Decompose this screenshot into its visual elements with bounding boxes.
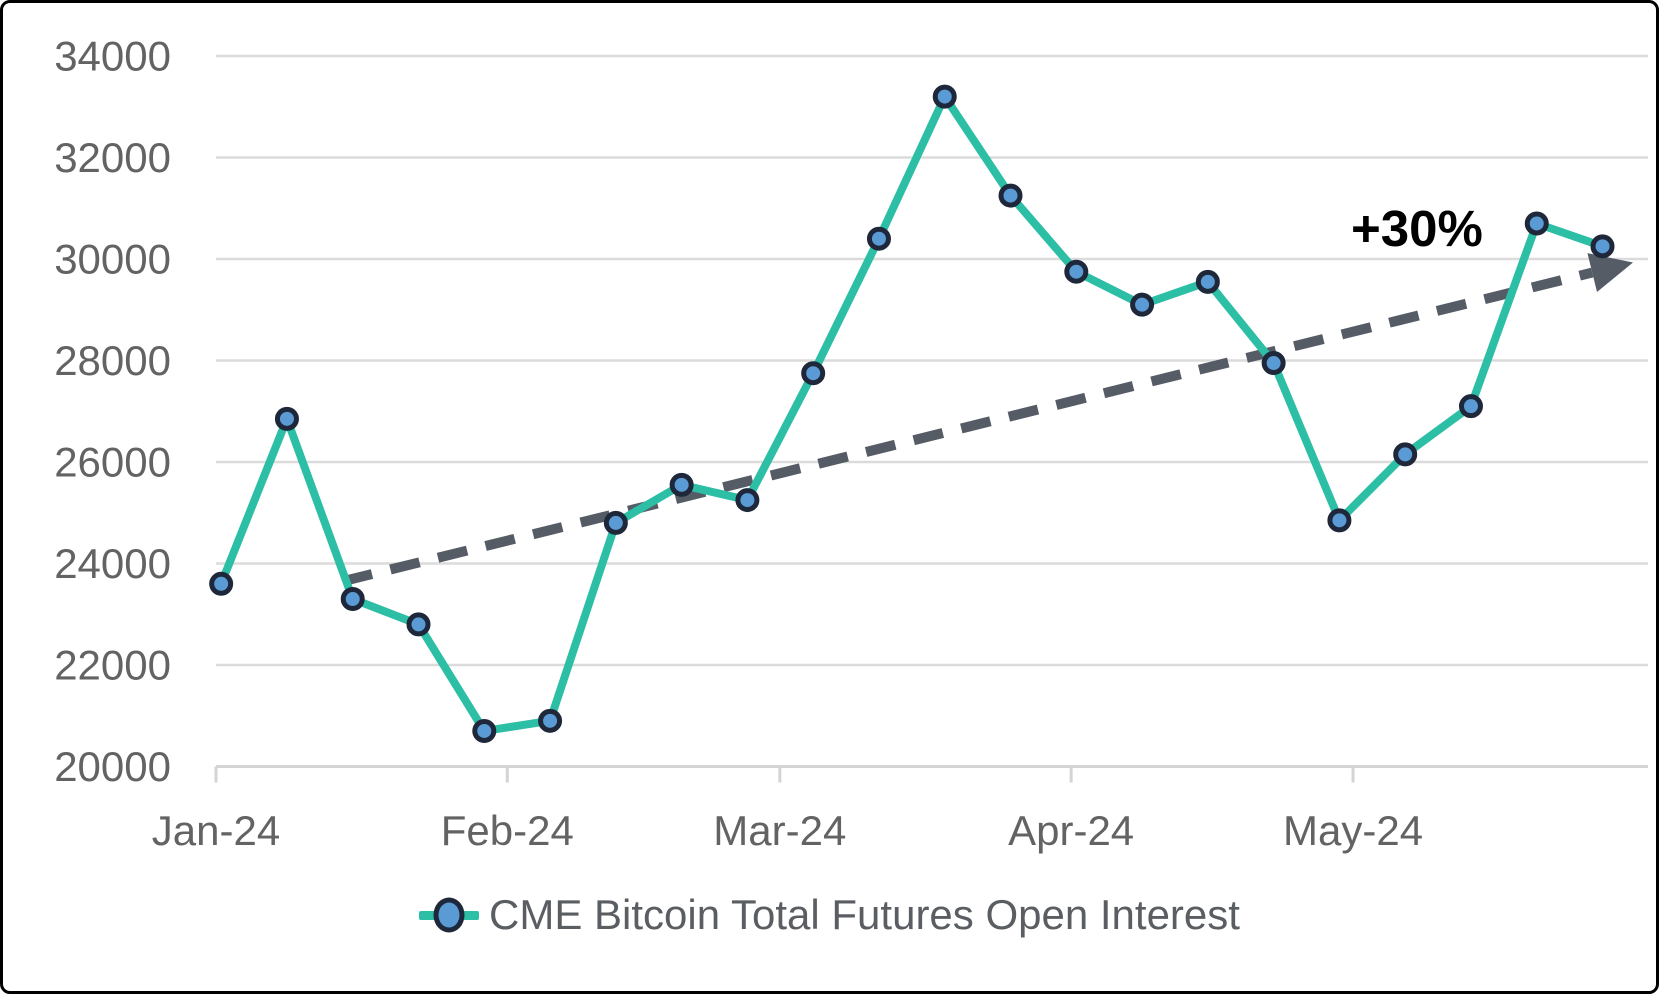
data-point-marker[interactable]: [406, 612, 431, 637]
y-tick-label: 34000: [54, 33, 171, 80]
data-point-marker[interactable]: [1524, 211, 1549, 236]
y-tick-label: 20000: [54, 743, 171, 790]
data-point-marker[interactable]: [669, 472, 694, 497]
data-point-marker[interactable]: [801, 361, 826, 386]
data-point-marker[interactable]: [274, 406, 299, 431]
x-tick-label: Feb-24: [441, 807, 574, 854]
data-point-marker[interactable]: [538, 708, 563, 733]
data-point-marker[interactable]: [1130, 292, 1155, 317]
line-chart-plot: 34000 32000 30000 28000 26000 24000 22000 20000…: [54, 33, 1648, 854]
y-tick-label: 30000: [54, 236, 171, 283]
data-point-marker[interactable]: [1261, 351, 1286, 376]
data-point-marker[interactable]: [472, 718, 497, 743]
trend-annotation: +30%: [1351, 200, 1483, 257]
trend-dashed-line: [341, 267, 1594, 587]
legend-marker-icon: [419, 897, 480, 933]
y-tick-label: 22000: [54, 642, 171, 689]
x-tick-label: May-24: [1283, 807, 1423, 854]
data-point-marker[interactable]: [603, 510, 628, 535]
data-point-marker[interactable]: [932, 84, 957, 109]
data-point-marker[interactable]: [340, 587, 365, 612]
data-point-marker[interactable]: [1327, 508, 1352, 533]
data-point-marker[interactable]: [1393, 442, 1418, 467]
trend-arrowhead-icon: [1587, 253, 1633, 292]
x-tick-label: Jan-24: [152, 807, 280, 854]
data-point-marker[interactable]: [735, 488, 760, 513]
data-point-marker[interactable]: [1064, 259, 1089, 284]
legend-label: CME Bitcoin Total Futures Open Interest: [489, 891, 1240, 938]
legend-circle-icon: [433, 897, 465, 933]
legend: CME Bitcoin Total Futures Open Interest: [3, 891, 1656, 939]
y-tick-label: 24000: [54, 540, 171, 587]
y-tick-label: 28000: [54, 337, 171, 384]
data-point-marker[interactable]: [998, 183, 1023, 208]
data-point-marker[interactable]: [1590, 234, 1615, 259]
y-tick-label: 26000: [54, 439, 171, 486]
y-tick-label: 32000: [54, 134, 171, 181]
x-tick-label: Mar-24: [713, 807, 846, 854]
data-point-marker[interactable]: [1458, 394, 1483, 419]
data-point-marker[interactable]: [209, 571, 234, 596]
data-point-marker[interactable]: [866, 226, 891, 251]
series-line: [217, 92, 1607, 735]
x-tick-label: Apr-24: [1008, 807, 1134, 854]
data-point-marker[interactable]: [1195, 269, 1220, 294]
